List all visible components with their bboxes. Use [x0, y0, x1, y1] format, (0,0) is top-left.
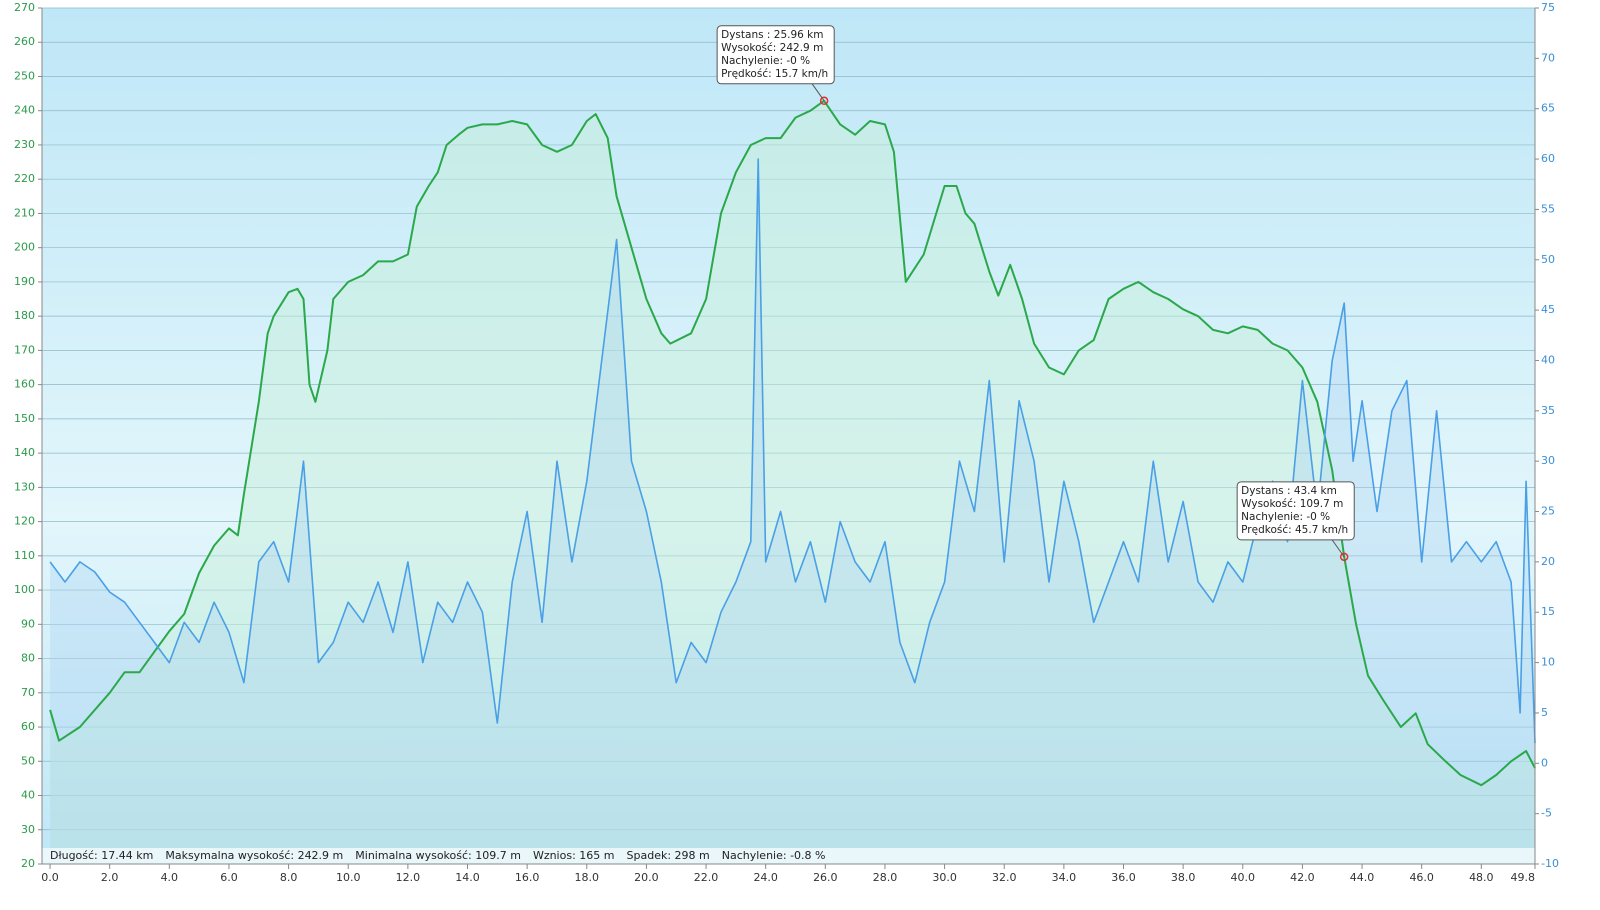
stats-band	[42, 848, 1535, 864]
x-tick-label: 32.0	[992, 871, 1017, 884]
y2-tick-label: 40	[1541, 353, 1555, 366]
y-tick-label: 170	[14, 343, 35, 356]
y-tick-label: 200	[14, 241, 35, 254]
x-tick-label: 26.0	[813, 871, 838, 884]
y-tick-label: 230	[14, 138, 35, 151]
series-line	[49, 99, 1536, 787]
stat: Długość: 17.44 km	[50, 849, 153, 862]
y2-tick-label: 35	[1541, 404, 1555, 417]
y-tick-label: 60	[21, 720, 35, 733]
x-tick-label: 16.0	[515, 871, 540, 884]
x-tick-label: 36.0	[1111, 871, 1136, 884]
x-tick-label: 6.0	[220, 871, 238, 884]
x-tick-label: 48.0	[1469, 871, 1494, 884]
y-tick-label: 270	[14, 1, 35, 14]
x-tick-label: 20.0	[634, 871, 659, 884]
tooltip-line: Prędkość: 45.7 km/h	[1241, 524, 1348, 536]
x-tick-label: 38.0	[1171, 871, 1196, 884]
tooltip-line: Nachylenie: -0 %	[1241, 511, 1330, 523]
tooltip-box	[1236, 481, 1355, 541]
y2-tick-label: 10	[1541, 656, 1555, 669]
y-tick-label: 140	[14, 446, 35, 459]
y-tick-label: 240	[14, 104, 35, 117]
y-tick-label: 90	[21, 617, 35, 630]
y2-tick-label: -10	[1541, 857, 1559, 870]
y-tick-label: 160	[14, 378, 35, 391]
x-tick-label: 12.0	[396, 871, 421, 884]
y2-tick-label: 75	[1541, 1, 1555, 14]
y-tick-label: 80	[21, 652, 35, 665]
x-tick-label: 14.0	[455, 871, 480, 884]
stat: Wznios: 165 m	[533, 849, 615, 862]
tooltip-line: Wysokość: 109.7 m	[1241, 498, 1343, 510]
x-tick-label: 4.0	[161, 871, 179, 884]
y-tick-label: 30	[21, 823, 35, 836]
x-tick-label: 46.0	[1409, 871, 1434, 884]
tooltip-box	[716, 25, 835, 85]
y-tick-label: 130	[14, 480, 35, 493]
x-tick-label: 42.0	[1290, 871, 1315, 884]
tooltip-line: Dystans : 43.4 km	[1241, 485, 1337, 497]
stat: Spadek: 298 m	[627, 849, 710, 862]
x-tick-label: 44.0	[1350, 871, 1375, 884]
y-tick-label: 50	[21, 754, 35, 767]
y-tick-label: 100	[14, 583, 35, 596]
x-tick-label: 30.0	[932, 871, 957, 884]
x-tick-label: 18.0	[575, 871, 600, 884]
y2-tick-label: 50	[1541, 253, 1555, 266]
y-tick-label: 20	[21, 857, 35, 870]
x-tick-label: 40.0	[1231, 871, 1256, 884]
series-area	[50, 159, 1536, 865]
y-tick-label: 150	[14, 412, 35, 425]
y2-tick-label: 65	[1541, 102, 1555, 115]
x-tick-label: 49.8	[1511, 871, 1536, 884]
y2-tick-label: 60	[1541, 152, 1555, 165]
y2-tick-label: 45	[1541, 303, 1555, 316]
stat: Minimalna wysokość: 109.7 m	[355, 849, 521, 862]
x-tick-label: 24.0	[753, 871, 778, 884]
y2-tick-label: 30	[1541, 454, 1555, 467]
y2-tick-label: 5	[1541, 706, 1548, 719]
y-tick-label: 220	[14, 172, 35, 185]
y-tick-label: 70	[21, 686, 35, 699]
x-tick-label: 34.0	[1052, 871, 1077, 884]
y-tick-label: 120	[14, 515, 35, 528]
y2-tick-label: 70	[1541, 51, 1555, 64]
y-tick-label: 180	[14, 309, 35, 322]
y2-tick-label: 15	[1541, 605, 1555, 618]
x-tick-label: 22.0	[694, 871, 719, 884]
tooltip-line: Wysokość: 242.9 m	[721, 42, 823, 54]
tooltip-point	[819, 96, 829, 106]
series-area	[50, 100, 1536, 865]
x-tick-label: 28.0	[873, 871, 898, 884]
tooltip-line: Prędkość: 15.7 km/h	[721, 68, 828, 80]
y2-tick-label: 20	[1541, 555, 1555, 568]
stat: Maksymalna wysokość: 242.9 m	[165, 849, 343, 862]
tooltip-line: Dystans : 25.96 km	[721, 29, 823, 41]
y2-tick-label: 55	[1541, 202, 1555, 215]
y-tick-label: 250	[14, 69, 35, 82]
tooltip-point	[1339, 552, 1349, 562]
y-tick-label: 210	[14, 206, 35, 219]
x-tick-label: 0.0	[41, 871, 59, 884]
x-tick-label: 2.0	[101, 871, 119, 884]
y2-tick-label: 0	[1541, 756, 1548, 769]
y-tick-label: 190	[14, 275, 35, 288]
x-tick-label: 8.0	[280, 871, 298, 884]
stat: Nachylenie: -0.8 %	[722, 849, 826, 862]
y-tick-label: 260	[14, 35, 35, 48]
y2-tick-label: 25	[1541, 505, 1555, 518]
tooltip-line: Nachylenie: -0 %	[721, 55, 810, 67]
y2-tick-label: -5	[1541, 807, 1552, 820]
y-tick-label: 110	[14, 549, 35, 562]
x-tick-label: 10.0	[336, 871, 361, 884]
y-tick-label: 40	[21, 789, 35, 802]
plot-background	[42, 8, 1535, 864]
